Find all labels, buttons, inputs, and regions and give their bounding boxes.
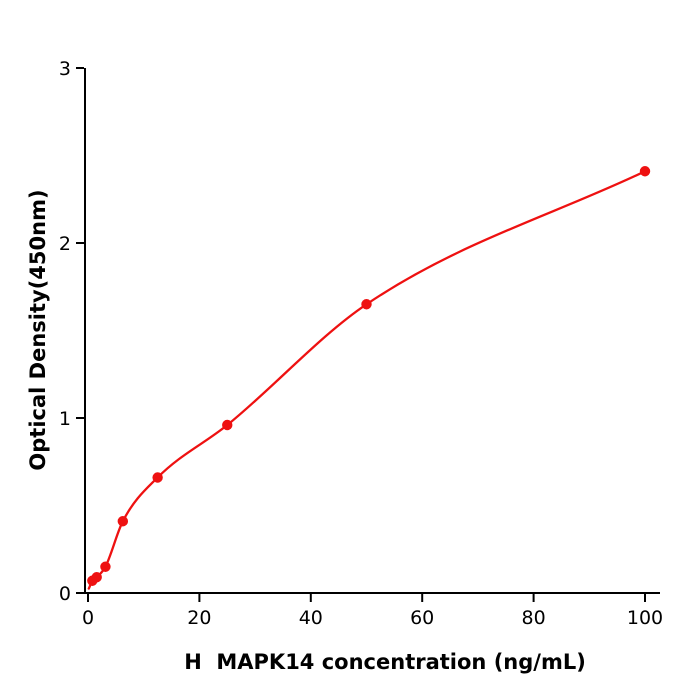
data-point: [152, 472, 163, 483]
data-point: [222, 419, 233, 431]
x-tick-label: 40: [299, 607, 323, 629]
x-tick-label: 0: [82, 607, 94, 629]
data-point: [117, 516, 129, 527]
data-point: [100, 561, 111, 572]
data-point: [639, 166, 651, 177]
y-tick-label: 2: [59, 233, 71, 255]
y-axis-label: Optical Density(450nm): [26, 189, 50, 471]
x-tick-label: 100: [627, 607, 663, 629]
y-tick-label: 0: [59, 583, 71, 605]
x-tick-label: 60: [410, 607, 434, 629]
data-point: [91, 572, 102, 583]
fit-curve: [87, 170, 647, 590]
data-point: [361, 299, 372, 310]
y-tick-label: 3: [59, 58, 71, 80]
x-axis-label: H MAPK14 concentration (ng/mL): [184, 650, 586, 674]
x-tick-label: 20: [187, 607, 211, 629]
y-tick-label: 1: [59, 408, 71, 430]
x-tick-label: 80: [522, 607, 546, 629]
